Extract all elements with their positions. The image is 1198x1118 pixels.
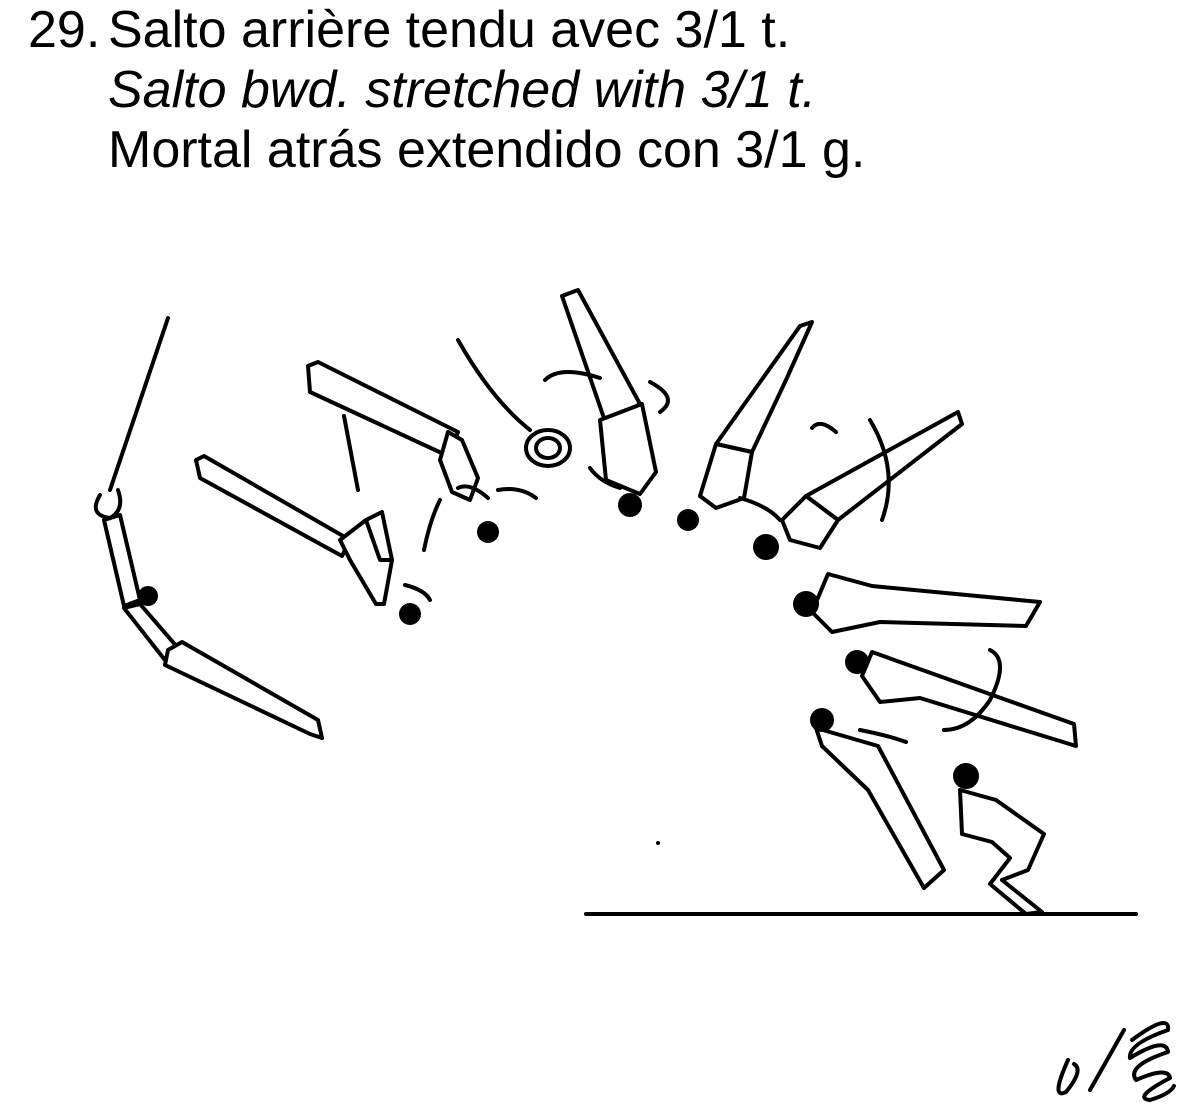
gymnast-figure-4 bbox=[456, 338, 572, 468]
stray-dot bbox=[656, 841, 660, 845]
gymnast-figure-10 bbox=[810, 708, 946, 890]
gymnast-figure-3 bbox=[306, 360, 538, 552]
gymnast-figure-2 bbox=[194, 454, 432, 625]
gymnast-figure-11 bbox=[953, 763, 1046, 916]
gymnast-figure-8 bbox=[793, 572, 1042, 634]
signature-icon bbox=[1056, 1020, 1176, 1102]
gymnast-figure-1 bbox=[93, 316, 324, 740]
element-name-english: Salto bwd. stretched with 3/1 t. bbox=[108, 61, 817, 119]
gymnast-figure-9 bbox=[845, 648, 1078, 748]
gymnast-figure-6 bbox=[677, 320, 814, 531]
gymnast-figure-7 bbox=[753, 410, 964, 560]
element-name-spanish: Mortal atrás extendido con 3/1 g. bbox=[108, 121, 866, 179]
gymnast-figure-5 bbox=[543, 288, 670, 517]
element-number: 29. bbox=[28, 1, 101, 59]
element-name-french: Salto arrière tendu avec 3/1 t. bbox=[108, 1, 791, 59]
